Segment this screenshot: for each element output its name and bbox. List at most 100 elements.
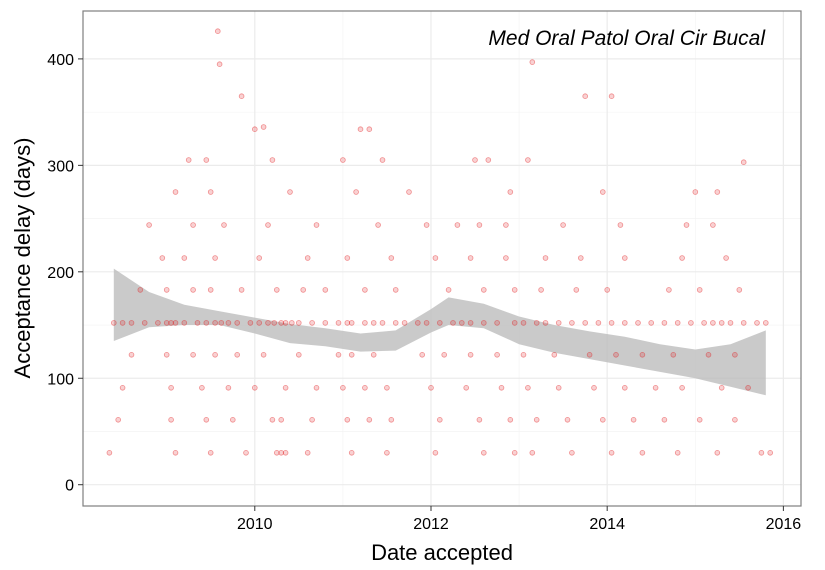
data-point xyxy=(269,157,276,163)
data-point xyxy=(344,416,351,423)
data-point xyxy=(428,384,434,391)
data-point xyxy=(392,287,399,293)
data-point xyxy=(661,320,668,326)
data-point xyxy=(295,320,302,326)
data-point xyxy=(542,255,549,261)
data-point xyxy=(666,287,672,293)
data-point xyxy=(679,255,685,261)
data-point xyxy=(498,384,505,391)
data-point xyxy=(599,189,606,195)
grid-major xyxy=(83,11,801,506)
data-point xyxy=(599,416,606,423)
data-point xyxy=(366,416,373,423)
data-point xyxy=(340,384,346,391)
data-point xyxy=(172,189,179,195)
data-point xyxy=(569,449,575,456)
data-point xyxy=(295,351,302,358)
data-point xyxy=(203,320,210,326)
data-point xyxy=(278,320,285,326)
x-tick-label: 2012 xyxy=(413,516,449,533)
data-point xyxy=(542,320,549,326)
data-point xyxy=(406,189,412,195)
data-point xyxy=(207,189,214,195)
x-axis-ticks: 2010 2012 2014 2016 xyxy=(237,506,801,533)
data-point xyxy=(577,255,584,261)
data-point xyxy=(119,320,126,326)
data-point xyxy=(441,351,448,358)
data-point xyxy=(463,384,470,391)
data-point xyxy=(357,126,364,132)
data-point xyxy=(630,416,637,423)
data-point xyxy=(494,320,500,326)
data-point xyxy=(714,189,721,195)
data-point xyxy=(696,416,703,423)
data-point xyxy=(344,320,351,326)
data-point xyxy=(282,320,289,326)
data-point xyxy=(181,320,188,326)
data-point xyxy=(692,189,699,195)
data-point xyxy=(525,384,531,391)
data-point xyxy=(670,351,677,358)
data-point xyxy=(423,320,430,326)
data-point xyxy=(480,320,487,326)
data-point xyxy=(225,320,232,326)
data-point xyxy=(128,320,135,326)
data-point xyxy=(265,222,271,228)
data-point xyxy=(732,416,738,423)
data-point xyxy=(635,320,641,326)
data-point xyxy=(767,449,773,456)
data-point xyxy=(450,320,456,326)
data-point xyxy=(370,320,377,326)
data-point xyxy=(533,320,540,326)
data-point xyxy=(230,416,236,423)
data-point xyxy=(529,449,536,456)
x-tick-label: 2014 xyxy=(589,516,625,533)
data-point xyxy=(335,351,342,358)
data-point xyxy=(472,157,478,163)
data-point xyxy=(215,28,221,35)
data-point xyxy=(271,320,278,326)
data-point xyxy=(155,320,161,326)
data-point xyxy=(304,255,311,261)
data-point xyxy=(256,320,263,326)
data-point xyxy=(322,287,329,293)
data-point xyxy=(454,222,461,228)
data-point xyxy=(375,222,381,228)
data-point xyxy=(480,287,487,293)
data-point xyxy=(710,222,716,228)
data-point xyxy=(511,320,518,326)
data-point xyxy=(432,255,439,261)
data-point xyxy=(163,351,170,358)
data-point xyxy=(555,384,562,391)
data-point xyxy=(392,320,399,326)
data-point xyxy=(238,287,245,293)
data-point xyxy=(467,351,474,358)
data-point xyxy=(344,255,351,261)
data-point xyxy=(740,320,747,326)
data-point xyxy=(705,351,712,358)
data-point xyxy=(212,351,218,358)
data-point xyxy=(353,189,359,195)
data-point xyxy=(335,320,342,326)
data-point xyxy=(278,416,285,423)
data-point xyxy=(511,449,518,456)
data-point xyxy=(111,320,117,326)
data-point xyxy=(146,222,152,228)
data-point xyxy=(384,449,390,456)
data-point xyxy=(221,222,227,228)
data-point xyxy=(234,320,241,326)
data-point xyxy=(348,320,355,326)
data-point xyxy=(260,124,267,130)
data-point xyxy=(683,222,690,228)
data-point xyxy=(141,320,148,326)
data-point xyxy=(480,449,487,456)
data-point xyxy=(207,449,214,456)
data-point xyxy=(384,384,390,391)
data-point xyxy=(582,320,588,326)
data-point xyxy=(714,449,721,456)
data-point xyxy=(674,449,681,456)
data-point xyxy=(288,320,295,326)
y-tick-label: 200 xyxy=(47,265,74,282)
data-point xyxy=(582,93,588,99)
data-point xyxy=(194,320,201,326)
